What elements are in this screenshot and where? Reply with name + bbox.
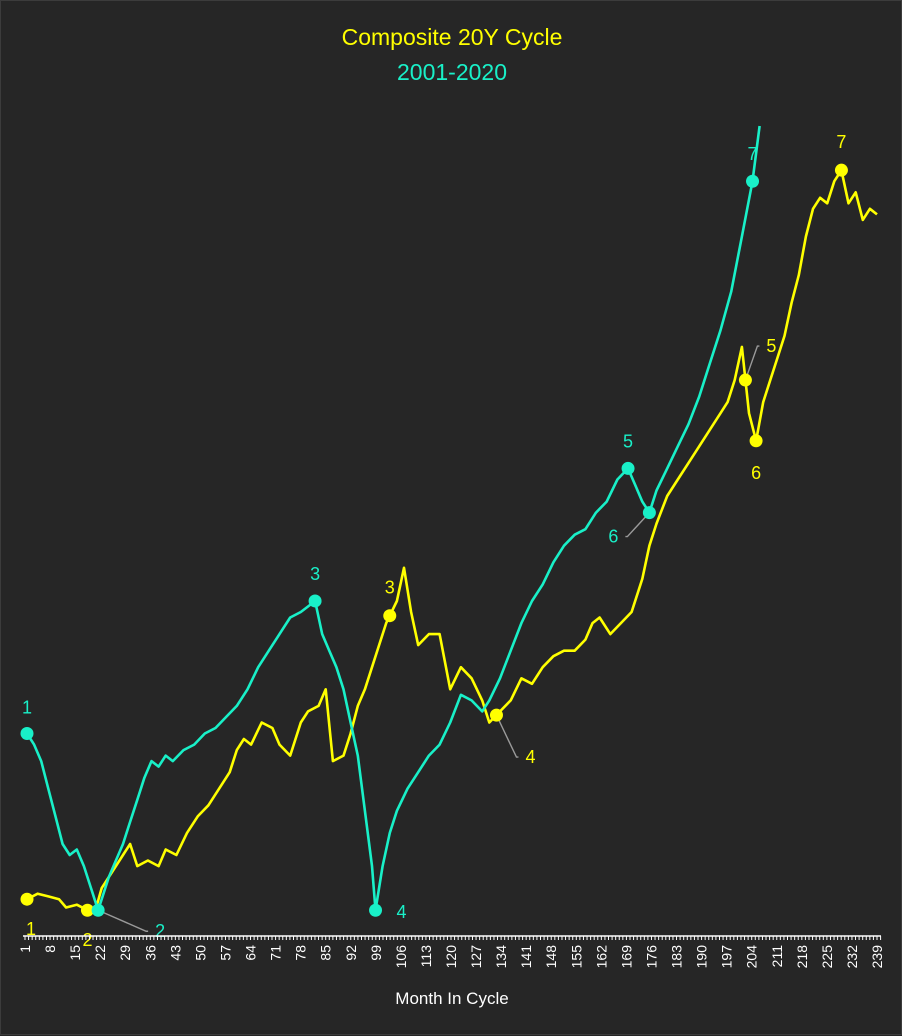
x-tick-label: 15	[67, 945, 83, 961]
x-tick-label: 99	[368, 945, 384, 961]
marker-label-cyan-3: 3	[310, 564, 320, 584]
x-tick-label: 43	[167, 945, 183, 961]
marker-label-yellow-1: 1	[26, 919, 36, 939]
x-tick-label: 120	[443, 945, 459, 969]
x-tick-label: 57	[217, 945, 233, 961]
annotation-markers: 1 2 3 4 5 6 7 1 2 3 4 5 6 7	[20, 132, 848, 950]
marker-yellow-2	[80, 903, 94, 917]
x-tick-label: 71	[268, 945, 284, 961]
x-tick-label: 8	[42, 945, 58, 953]
marker-label-yellow-6: 6	[751, 463, 761, 483]
marker-label-cyan-1: 1	[22, 698, 32, 718]
x-tick-label: 141	[518, 945, 534, 969]
leader-yellow-4	[495, 714, 519, 758]
marker-cyan-3	[308, 594, 322, 608]
marker-label-yellow-3: 3	[385, 578, 395, 598]
x-tick-label: 36	[142, 945, 158, 961]
x-axis-title: Month In Cycle	[395, 989, 508, 1008]
marker-cyan-2	[91, 903, 105, 917]
marker-yellow-6	[749, 434, 763, 448]
marker-label-cyan-7: 7	[748, 144, 758, 164]
x-tick-label: 218	[794, 945, 810, 969]
marker-label-cyan-6: 6	[608, 527, 618, 547]
series-lines	[25, 125, 878, 915]
x-tick-label: 92	[343, 945, 359, 961]
x-tick-label: 85	[318, 945, 334, 961]
x-tick-label: 50	[192, 945, 208, 961]
marker-label-yellow-2: 2	[82, 930, 92, 950]
x-tick-label: 211	[769, 945, 785, 968]
x-tick-label: 155	[568, 945, 584, 969]
x-tick-label: 127	[468, 945, 484, 969]
x-tick-label: 78	[293, 945, 309, 961]
marker-label-yellow-5: 5	[766, 336, 776, 356]
x-tick-label: 197	[719, 945, 735, 969]
x-tick-label: 183	[669, 945, 685, 969]
x-tick-label: 232	[844, 945, 860, 969]
marker-cyan-4	[369, 903, 383, 917]
marker-yellow-5	[738, 373, 752, 387]
x-tick-label: 22	[92, 945, 108, 961]
marker-label-yellow-4: 4	[525, 747, 535, 767]
x-tick-label: 225	[819, 945, 835, 969]
marker-cyan-5	[621, 461, 635, 475]
marker-label-cyan-5: 5	[623, 431, 633, 451]
marker-yellow-4	[489, 708, 503, 722]
x-tick-label: 29	[117, 945, 133, 961]
x-tick-label: 113	[418, 945, 434, 968]
leader-lines	[97, 345, 760, 932]
x-tick-label: 204	[744, 945, 760, 969]
x-tick-label: 1	[17, 945, 33, 953]
x-tick-label: 148	[543, 945, 559, 969]
marker-cyan-7	[746, 174, 760, 188]
x-tick-label: 176	[643, 945, 659, 969]
marker-yellow-1	[20, 892, 34, 906]
x-tick-label: 169	[618, 945, 634, 969]
series-line-yellow	[26, 168, 878, 915]
x-tick-label: 64	[243, 945, 259, 961]
x-tick-label: 190	[694, 945, 710, 969]
x-tick-label: 106	[393, 945, 409, 969]
chart-subtitle: 2001-2020	[397, 59, 507, 85]
x-tick-label: 239	[869, 945, 885, 969]
marker-label-cyan-2: 2	[155, 921, 165, 941]
marker-cyan-1	[20, 727, 34, 741]
marker-cyan-6	[642, 506, 656, 520]
marker-label-cyan-4: 4	[397, 902, 407, 922]
x-tick-label: 134	[493, 945, 509, 969]
marker-yellow-3	[383, 609, 397, 623]
x-tick-label: 162	[593, 945, 609, 969]
leader-cyan-2	[97, 909, 149, 932]
marker-yellow-7	[834, 163, 848, 177]
marker-label-yellow-7: 7	[836, 132, 846, 152]
leader-yellow-5	[744, 345, 760, 381]
x-axis-ticks: 1 8 15 22 29 36 43 50 57 64 71 78 85 92 99 106 113 120 127…	[17, 936, 885, 968]
leader-cyan-6	[625, 512, 650, 538]
chart-title: Composite 20Y Cycle	[342, 24, 563, 50]
